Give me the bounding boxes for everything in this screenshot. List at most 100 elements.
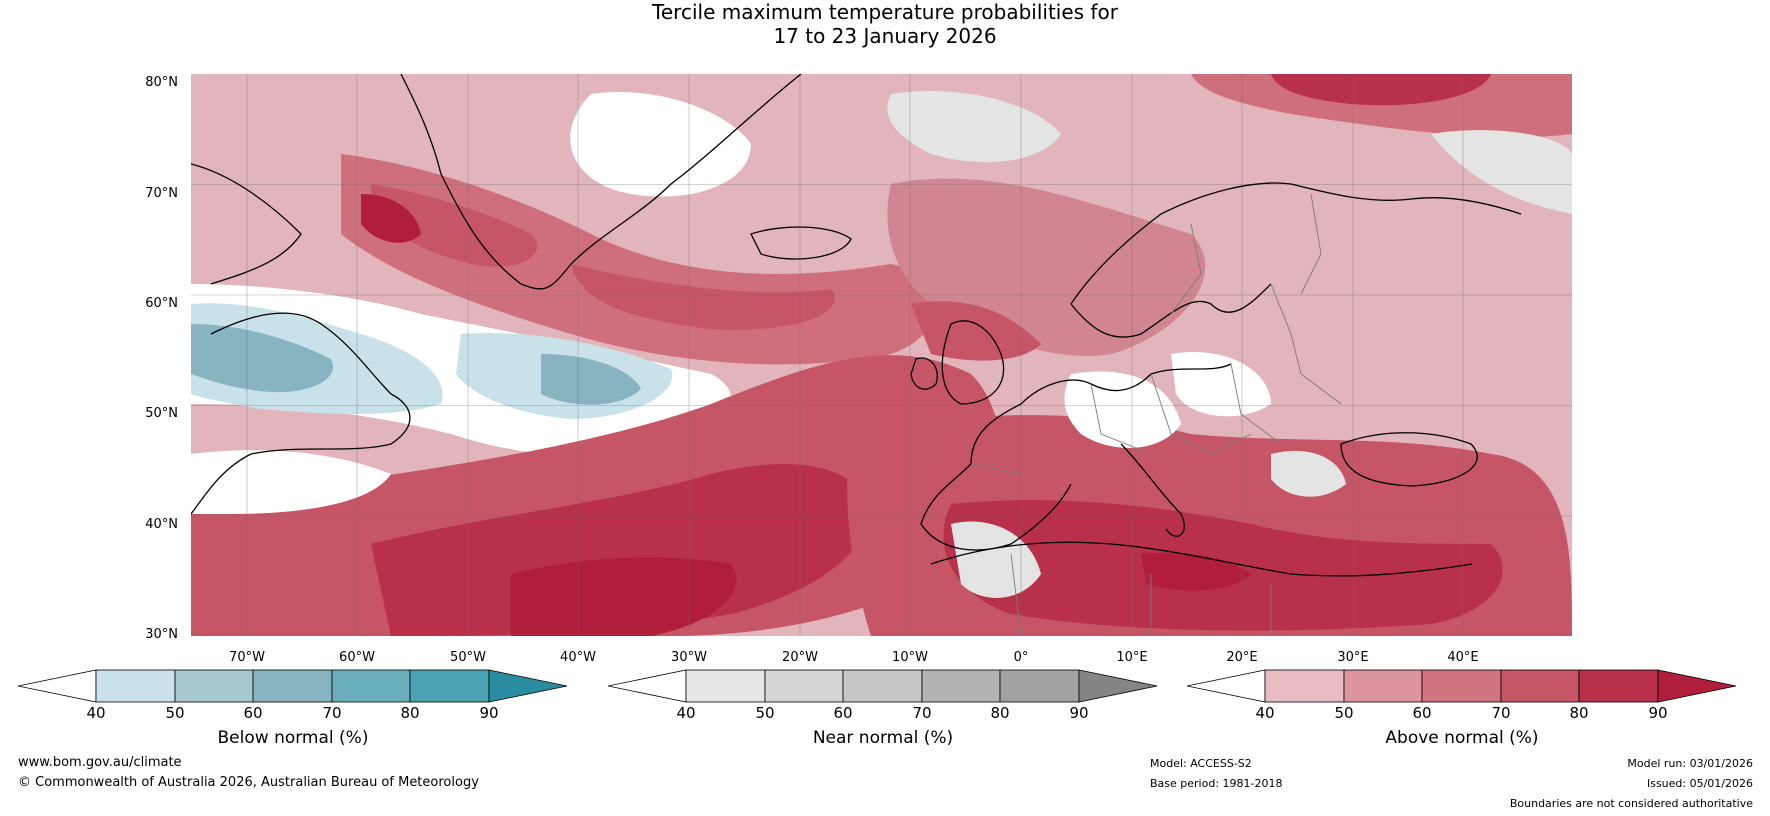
- coast-baffin: [191, 163, 302, 285]
- colorbar-above-tick: 40: [1255, 704, 1275, 722]
- region-above-70-greenland-west: [371, 184, 538, 267]
- colorbar-near-tick: 90: [1069, 704, 1089, 722]
- country-borders: [970, 193, 1342, 636]
- region-near-normal-east: [1431, 130, 1572, 214]
- colorbar-above-tick: 50: [1334, 704, 1354, 722]
- footer-copyright: © Commonwealth of Australia 2026, Austra…: [18, 775, 479, 790]
- coast-iceland: [750, 226, 852, 260]
- footer-issued: Issued: 05/01/2026: [1646, 777, 1753, 790]
- colorbar-below-tick: 70: [322, 704, 342, 722]
- coast-italy: [1120, 443, 1185, 537]
- lon-label-30e: 30°E: [1337, 650, 1369, 665]
- border-spain-france: [970, 463, 1022, 475]
- colorbar-above-tick: 60: [1412, 704, 1432, 722]
- colorbar-below-normal: [18, 669, 568, 703]
- region-normal-west-atlantic: [191, 450, 391, 514]
- colorbar-below-label: Below normal (%): [217, 728, 369, 748]
- colorbar-above-tick: 70: [1491, 704, 1511, 722]
- footer-base-period: Base period: 1981-2018: [1150, 777, 1283, 790]
- border-france-germany: [1090, 383, 1152, 455]
- region-above-70-north-sea: [911, 301, 1041, 361]
- border-poland-ukraine: [1230, 363, 1282, 445]
- lon-label-40e: 40°E: [1447, 650, 1479, 665]
- colorbar-below-tick: 90: [479, 704, 499, 722]
- colorbar-below-tick: 80: [400, 704, 420, 722]
- lat-label-70n: 70°N: [145, 186, 178, 201]
- lon-label-20w: 20°W: [782, 650, 818, 665]
- colorbar-near-bin-40-50: [685, 669, 766, 703]
- colorbar-near-tick: 60: [833, 704, 853, 722]
- colorbar-near-bin-70-80: [921, 669, 1001, 703]
- region-normal-poland: [1171, 352, 1271, 417]
- region-above-90-south-atlantic: [511, 557, 737, 636]
- region-above-80: [1271, 74, 1491, 106]
- coast-great-britain: [941, 320, 1005, 405]
- footer-disclaimer: Boundaries are not considered authoritat…: [1509, 797, 1753, 810]
- colorbar-near-normal: [608, 669, 1158, 703]
- region-above-80-irminger: [571, 264, 835, 330]
- lat-label-80n: 80°N: [145, 75, 178, 90]
- lon-label-50w: 50°W: [450, 650, 486, 665]
- colorbar-above-bin-50-60: [1343, 669, 1423, 703]
- lon-label-30w: 30°W: [671, 650, 707, 665]
- colorbar-below-bin-80-90: [409, 669, 490, 703]
- lon-label-70w: 70°W: [229, 650, 265, 665]
- border-sweden-norway: [1170, 223, 1202, 315]
- colorbar-above-bin-60-70: [1421, 669, 1502, 703]
- graticule: [191, 74, 1572, 636]
- lat-label-30n: 30°N: [145, 627, 178, 642]
- colorbar-below-tick: 60: [243, 704, 263, 722]
- region-above-90-baffin: [361, 194, 421, 243]
- colorbar-below-bin-60-70: [252, 669, 333, 703]
- coast-north-europe: [1020, 363, 1232, 405]
- colorbar-above-tick: 80: [1569, 704, 1589, 722]
- region-normal-central-europe: [1064, 371, 1181, 448]
- probability-map[interactable]: [191, 74, 1572, 636]
- map-title-line-2: 17 to 23 January 2026: [773, 24, 997, 48]
- region-above-80-south-atlantic: [371, 464, 871, 636]
- colorbar-near-tick: 70: [912, 704, 932, 722]
- colorbar-near-bin-50-60: [764, 669, 844, 703]
- colorbar-near-label: Near normal (%): [812, 728, 954, 748]
- region-below-70-mid-atlantic: [541, 354, 641, 405]
- colorbar-below-bin-40-50: [95, 669, 176, 703]
- map-title-line-1: Tercile maximum temperature probabilitie…: [652, 0, 1118, 24]
- colorbar-above-bin-40-50: [1264, 669, 1345, 703]
- coast-iberia: [920, 403, 1072, 551]
- region-near-normal-morocco: [951, 521, 1041, 598]
- border-finland-russia: [1300, 193, 1322, 295]
- colorbar-near-bin-80-90: [999, 669, 1080, 703]
- colorbar-below-tick: 50: [165, 704, 185, 722]
- coast-ireland: [910, 357, 938, 390]
- colorbar-above-label: Above normal (%): [1385, 728, 1539, 748]
- lon-label-40w: 40°W: [560, 650, 596, 665]
- footer-model-run: Model run: 03/01/2026: [1627, 757, 1753, 770]
- lat-label-60n: 60°N: [145, 296, 178, 311]
- lat-label-50n: 50°N: [145, 406, 178, 421]
- map-title: Tercile maximum temperature probabilitie…: [0, 0, 1770, 48]
- colorbar-above-arrow-high: [1657, 669, 1737, 703]
- colorbar-near-arrow-low: [608, 669, 687, 703]
- lon-label-10e: 10°E: [1116, 650, 1148, 665]
- colorbar-below-arrow-low: [18, 669, 97, 703]
- colorbar-above-tick: 90: [1648, 704, 1668, 722]
- colorbar-below-arrow-high: [488, 669, 568, 703]
- coast-scandinavia-north: [1070, 182, 1522, 305]
- colorbar-below-tick: 40: [86, 704, 106, 722]
- region-near-normal-balkans: [1271, 450, 1346, 497]
- colorbar-above-normal: [1187, 669, 1737, 703]
- coast-scandinavia-south: [1070, 283, 1272, 338]
- region-normal-north: [570, 92, 751, 197]
- colorbar-below-bin-70-80: [331, 669, 411, 703]
- coast-black-sea: [1340, 432, 1478, 487]
- footer-website: www.bom.gov.au/climate: [18, 755, 182, 770]
- colorbar-above-bin-70-80: [1500, 669, 1580, 703]
- region-near-normal-north: [887, 90, 1061, 163]
- border-baltic-russia: [1270, 283, 1342, 405]
- coast-north-africa: [930, 541, 1473, 577]
- colorbar-below-bin-50-60: [174, 669, 254, 703]
- coast-greenland: [400, 74, 802, 290]
- probability-map-canvas: [191, 74, 1572, 636]
- colorbar-near-tick: 80: [990, 704, 1010, 722]
- lon-label-60w: 60°W: [339, 650, 375, 665]
